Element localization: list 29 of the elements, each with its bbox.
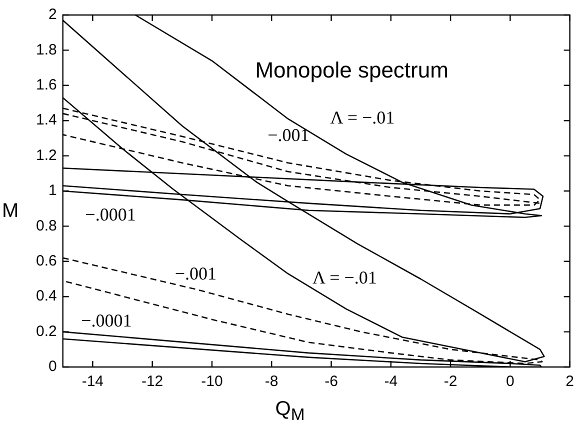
text: Monopole spectrum bbox=[255, 57, 448, 82]
y-axis-title: M bbox=[2, 200, 19, 223]
y-tick-label: 0.8 bbox=[36, 217, 57, 234]
y-tick-label: 1.6 bbox=[36, 76, 57, 94]
x-tick-label: -8 bbox=[264, 373, 278, 390]
x-tick-label: -14 bbox=[82, 373, 104, 390]
annotation: −.001 bbox=[268, 125, 310, 146]
x-tick-label: -4 bbox=[384, 373, 398, 390]
x-axis-title: Q$_{M}$ bbox=[274, 398, 306, 425]
x-tick-label: 0 bbox=[506, 373, 514, 390]
y-tick-label: 2 bbox=[48, 6, 57, 24]
x-tick-label: -10 bbox=[201, 373, 223, 390]
y-tick-label: 1.2 bbox=[36, 146, 57, 164]
y-tick-label: 1.8 bbox=[36, 41, 57, 58]
y-tick-label: 0.4 bbox=[36, 288, 57, 305]
annotation: −.001 bbox=[174, 264, 217, 284]
y-tick-label: 0.2 bbox=[36, 322, 57, 340]
x-tick-label: 2 bbox=[566, 373, 574, 390]
annotation: −.0001 bbox=[81, 310, 132, 331]
y-tick-label: 0.6 bbox=[36, 252, 57, 270]
annotation: −.0001 bbox=[85, 204, 136, 224]
annotation: Λ = −.01 bbox=[330, 108, 395, 128]
y-tick-label: 1.4 bbox=[36, 112, 57, 129]
x-tick-label: -12 bbox=[141, 373, 164, 390]
annotation: Λ = −.01 bbox=[312, 268, 377, 288]
y-tick-label: 1 bbox=[48, 182, 57, 200]
x-tick-label: -2 bbox=[444, 373, 458, 390]
y-tick-label: 0 bbox=[48, 358, 57, 376]
x-tick-label: -6 bbox=[324, 373, 338, 390]
